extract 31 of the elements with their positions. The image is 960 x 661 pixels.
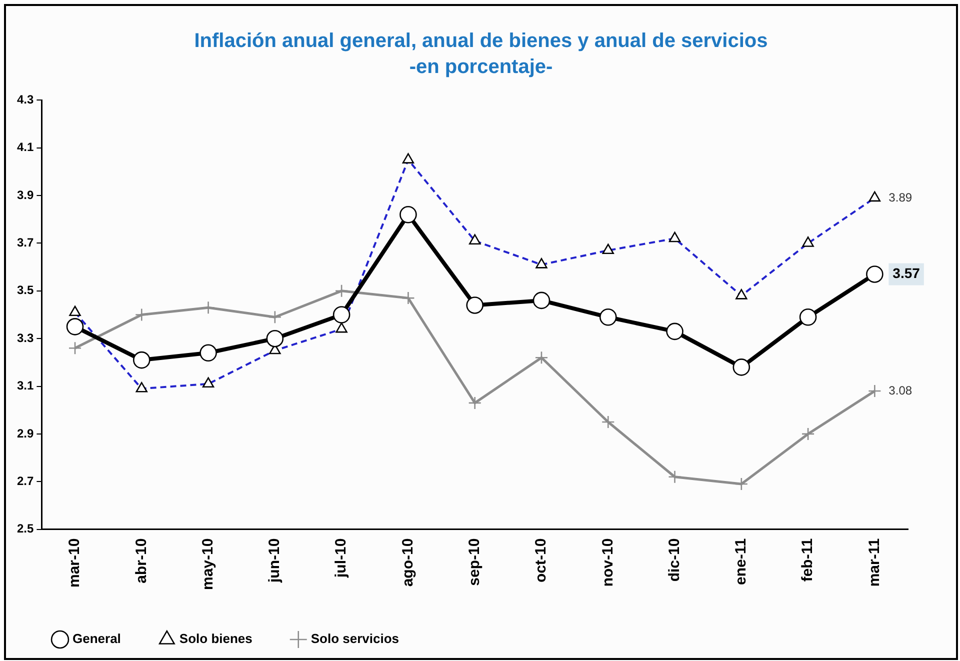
x-tick-label: sep-10 — [466, 538, 483, 586]
y-tick-label: 3.3 — [16, 330, 34, 345]
data-label: 3.08 — [888, 383, 912, 398]
y-tick-label: 3.5 — [16, 283, 34, 298]
x-tick-label: abr-10 — [132, 538, 150, 584]
x-tick-label: jun-10 — [266, 538, 284, 584]
legend-label: Solo servicios — [310, 631, 400, 646]
legend-label: Solo bienes — [179, 631, 252, 646]
chart-subtitle: -en porcentaje- — [408, 55, 554, 80]
data-label: 3.57 — [892, 265, 920, 282]
data-label: 3.89 — [888, 190, 912, 204]
x-tick-label: jul-10 — [332, 538, 350, 578]
x-tick-label: nov-10 — [599, 538, 616, 587]
y-tick-label: 4.1 — [16, 140, 34, 154]
y-tick-label: 2.9 — [16, 426, 34, 440]
x-tick-label: feb-11 — [799, 538, 816, 582]
x-tick-label: ago-10 — [399, 538, 416, 587]
x-tick-label: mar-10 — [66, 538, 84, 588]
x-tick-label: dic-10 — [666, 538, 683, 582]
chart-title: Inflación anual general, anual de bienes y anual de servicios — [193, 29, 769, 54]
legend-label: General — [72, 631, 121, 646]
y-tick-label: 4.3 — [16, 92, 34, 107]
y-tick-label: 3.7 — [16, 236, 34, 250]
y-tick-label: 2.5 — [16, 522, 34, 536]
x-tick-label: oct-10 — [532, 538, 550, 582]
y-tick-label: 3.9 — [16, 188, 34, 202]
x-tick-label: ene-11 — [732, 538, 750, 585]
x-tick-label: mar-11 — [866, 538, 883, 587]
y-tick-label: 3.1 — [16, 378, 34, 393]
y-tick-label: 2.7 — [16, 474, 34, 488]
x-tick-label: may-10 — [199, 538, 216, 590]
